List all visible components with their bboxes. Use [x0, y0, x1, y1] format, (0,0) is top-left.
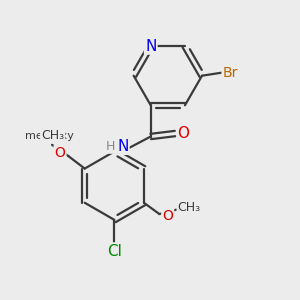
Text: Cl: Cl: [107, 244, 122, 259]
Text: N: N: [117, 139, 128, 154]
Text: O: O: [55, 146, 65, 160]
Text: H: H: [106, 140, 116, 153]
Text: CH₃: CH₃: [41, 129, 64, 142]
Text: Br: Br: [223, 66, 238, 80]
Text: CH₃: CH₃: [178, 201, 201, 214]
Text: N: N: [145, 39, 156, 54]
Text: methoxy: methoxy: [25, 131, 74, 142]
Text: O: O: [177, 126, 189, 141]
Text: O: O: [162, 209, 173, 224]
